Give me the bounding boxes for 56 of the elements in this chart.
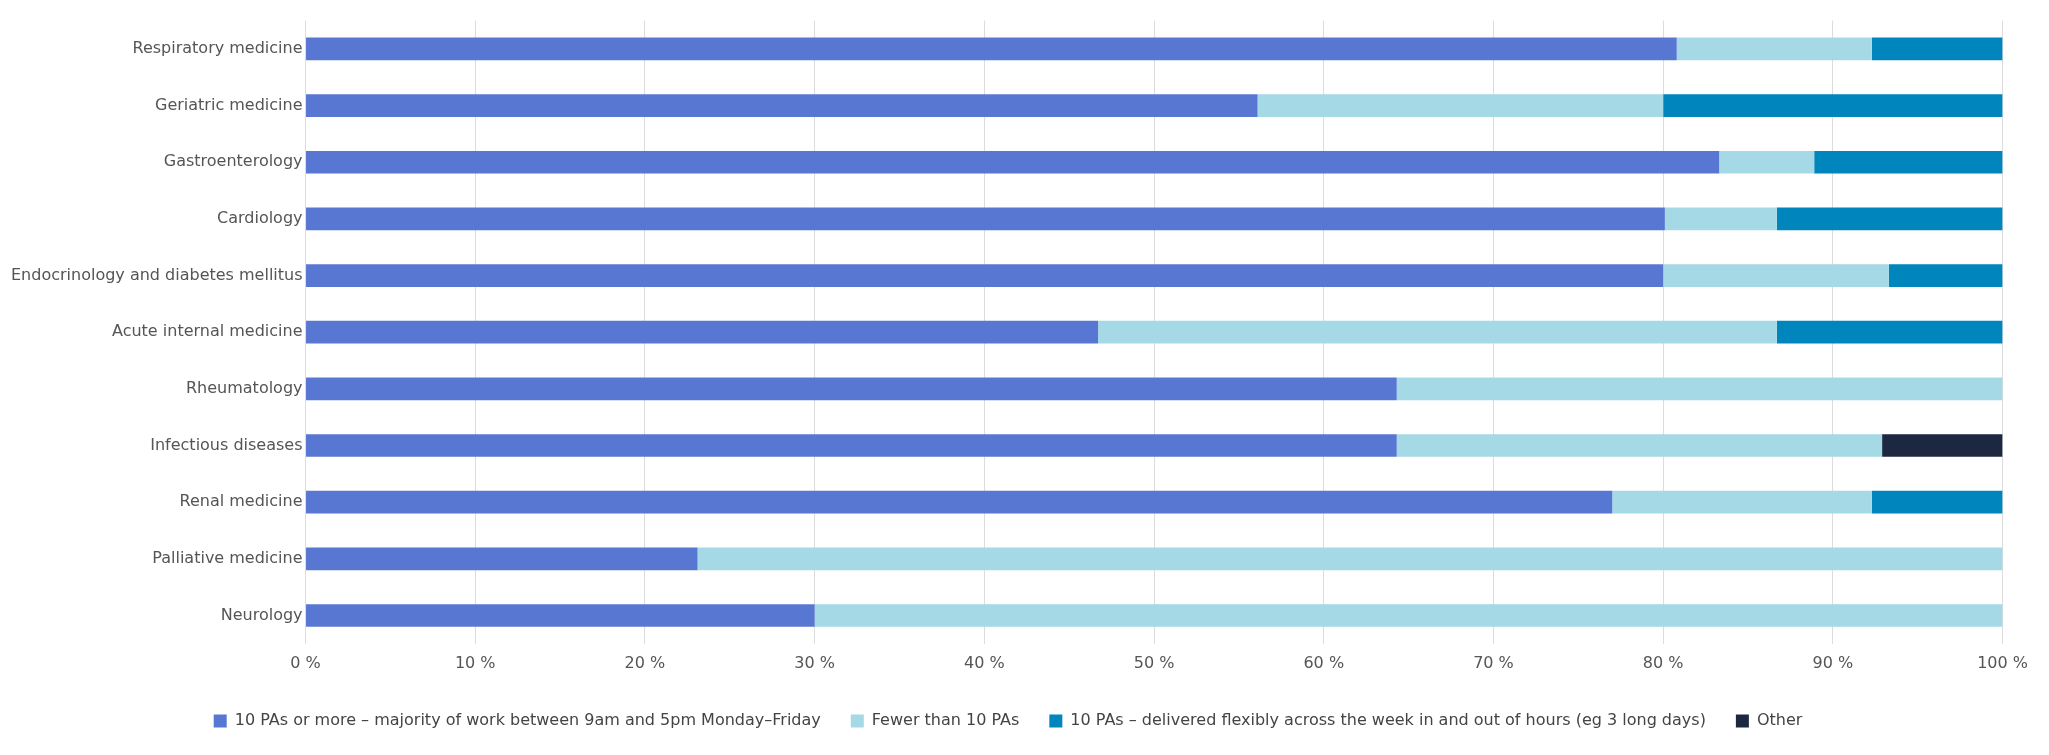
bar — [1776, 320, 2003, 344]
x-tick-label: 70 % — [1473, 652, 1514, 672]
legend-label: Fewer than 10 PAs — [871, 710, 1020, 730]
y-tick-label: Palliative medicine — [152, 547, 303, 567]
y-tick-label: Geriatric medicine — [155, 94, 303, 114]
bar — [306, 490, 1613, 514]
x-tick-label: 90 % — [1812, 652, 1854, 672]
x-tick-label: 30 % — [794, 652, 835, 672]
bar — [1663, 264, 1889, 287]
bar — [1396, 377, 2003, 401]
legend-label: 10 PAs or more – majority of work between 9am and 5pm Monday–Friday — [234, 710, 821, 730]
x-tick-label: 60 % — [1303, 652, 1345, 672]
y-tick-label: Gastroenterology — [163, 151, 303, 171]
x-tick-label: 40 % — [964, 652, 1005, 672]
y-tick-label: Renal medicine — [179, 491, 303, 511]
bar — [1257, 94, 1664, 117]
bar — [697, 547, 2003, 571]
bar — [1871, 490, 2003, 514]
bar — [1814, 150, 2003, 174]
y-tick-label: Cardiology — [217, 208, 303, 228]
legend-label: Other — [1756, 710, 1803, 730]
y-tick-label: Rheumatology — [185, 378, 303, 398]
x-tick-label: 50 % — [1133, 652, 1175, 672]
y-tick-label: Respiratory medicine — [132, 38, 303, 58]
bar — [306, 264, 1664, 287]
bar — [1396, 434, 1883, 457]
bar — [1871, 37, 2003, 61]
bar — [306, 320, 1099, 344]
y-tick-label: Infectious diseases — [150, 434, 303, 454]
y-tick-label: Acute internal medicine — [111, 321, 303, 341]
bar — [1663, 94, 2003, 117]
bar — [814, 604, 2003, 627]
bar — [306, 150, 1720, 174]
bar — [1664, 207, 1777, 231]
bar — [1098, 320, 1777, 344]
bar — [306, 37, 1677, 61]
y-tick-label: Endocrinology and diabetes mellitus — [10, 264, 303, 284]
x-tick-label: 20 % — [624, 652, 666, 672]
bar — [306, 207, 1665, 231]
bar — [306, 434, 1397, 457]
bar — [306, 377, 1397, 401]
bar — [1676, 37, 1872, 61]
x-tick-label: 80 % — [1642, 652, 1684, 672]
legend-label: 10 PAs – delivered flexibly across the week in and out of hours (eg 3 long days) — [1070, 710, 1706, 730]
x-tick-label: 10 % — [454, 652, 496, 672]
x-tick-label: 0 % — [290, 652, 321, 672]
bar — [1888, 264, 2003, 287]
bar — [306, 94, 1258, 117]
bar — [1776, 207, 2003, 231]
x-tick-label: 100 % — [1977, 652, 2028, 672]
y-tick-label: Neurology — [220, 604, 303, 624]
bar — [1612, 490, 1872, 514]
bar — [1719, 150, 1815, 174]
bar — [306, 547, 698, 571]
bar — [1882, 434, 2003, 457]
bar — [306, 604, 815, 627]
